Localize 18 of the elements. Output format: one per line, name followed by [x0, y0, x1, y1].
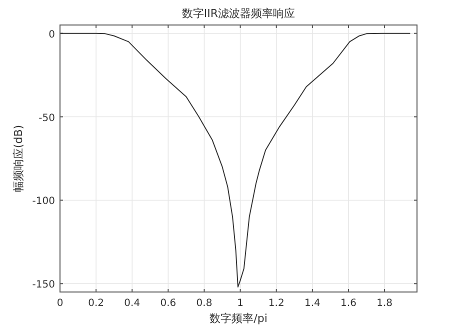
x-tick-label: 0.6 — [160, 298, 176, 309]
x-tick-label: 0 — [56, 298, 64, 309]
chart-title: 数字IIR滤波器频率响应 — [182, 7, 296, 20]
x-tick-label: 1.4 — [304, 298, 320, 309]
x-axis-title: 数字频率/pi — [210, 312, 268, 325]
y-tick-label: 0 — [48, 29, 55, 40]
x-tick-label: 0.8 — [196, 298, 212, 309]
y-tick-label: -50 — [38, 112, 55, 124]
line-series — [60, 32, 410, 288]
x-tick-label: 0.2 — [88, 298, 104, 309]
x-tick-label: 1.2 — [268, 298, 284, 309]
x-tick-label: 1.8 — [376, 298, 392, 309]
x-tick-label: 1 — [237, 298, 244, 309]
x-tick-label: 0.4 — [124, 298, 140, 309]
y-tick-label: -100 — [32, 196, 55, 208]
y-tick-label: -150 — [32, 280, 55, 291]
y-axis-title: 幅频响应(dB) — [12, 124, 25, 192]
x-tick-label: 1.6 — [340, 298, 356, 309]
